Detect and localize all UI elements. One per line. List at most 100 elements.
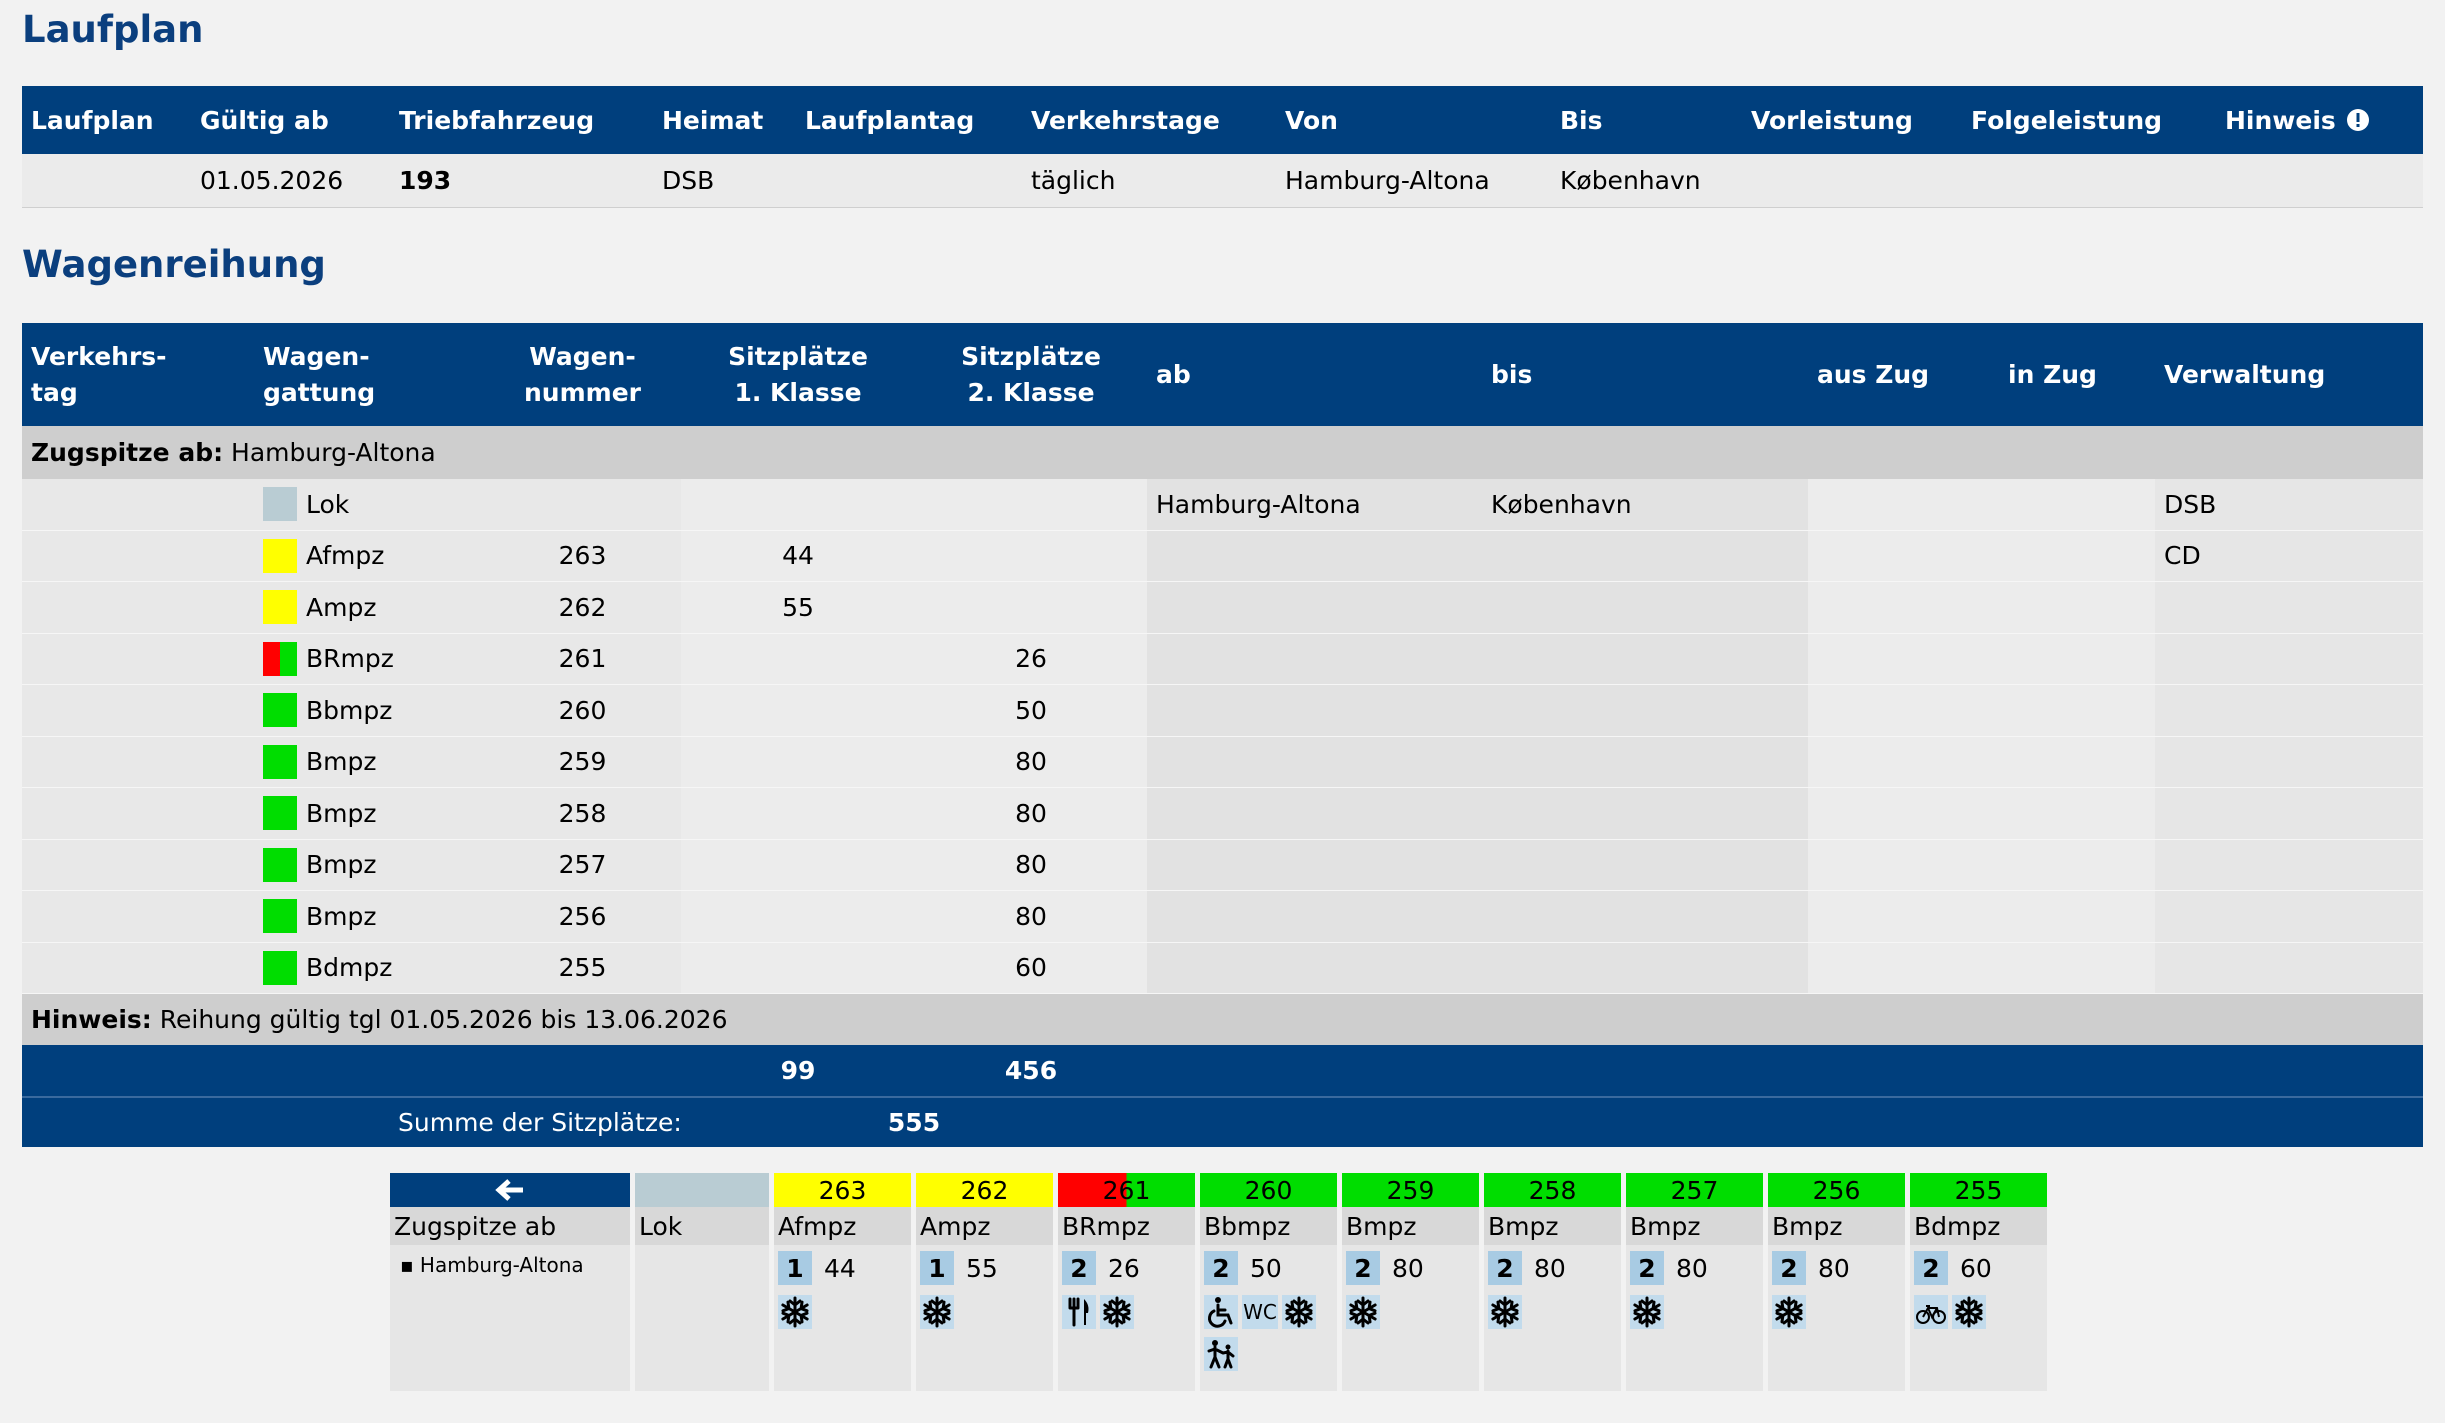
wagon-type: Bmpz bbox=[1768, 1207, 1905, 1245]
color-swatch bbox=[263, 796, 297, 831]
cell bbox=[1999, 479, 2155, 530]
wagon-number: 259 bbox=[1386, 1175, 1435, 1205]
wagon-card: 256 Bmpz 2 80 bbox=[1768, 1173, 1905, 1391]
cell bbox=[22, 154, 191, 207]
wagon-row: Bmpz 258 80 bbox=[22, 788, 2423, 840]
seat-row: 2 80 bbox=[1488, 1251, 1621, 1285]
header-line: gattung bbox=[263, 377, 376, 407]
cell bbox=[1999, 633, 2155, 684]
cell bbox=[1962, 154, 2216, 207]
cell bbox=[1999, 788, 2155, 839]
card-header: 259 bbox=[1342, 1173, 1479, 1207]
card-header: 257 bbox=[1626, 1173, 1763, 1207]
cell bbox=[22, 582, 254, 633]
cell-text: 44 bbox=[782, 541, 814, 571]
wagon-number: 258 bbox=[1528, 1175, 1577, 1205]
cell-text: Afmpz bbox=[306, 541, 385, 571]
fahrrad-icon bbox=[1914, 1295, 1948, 1329]
seats: 80 bbox=[1534, 1253, 1566, 1283]
cell bbox=[1808, 479, 1999, 530]
cell bbox=[22, 839, 254, 890]
color-swatch bbox=[263, 950, 297, 985]
cell-text: 26 bbox=[1015, 644, 1047, 674]
cell-text: Ampz bbox=[306, 592, 377, 622]
cell bbox=[2155, 736, 2423, 787]
cell bbox=[1808, 942, 1999, 993]
cell: 193 bbox=[390, 154, 653, 207]
card-header: 262 bbox=[916, 1173, 1053, 1207]
class-badge: 2 bbox=[1346, 1251, 1380, 1285]
cell bbox=[1482, 942, 1808, 993]
color-swatch bbox=[263, 590, 297, 625]
seats: 80 bbox=[1818, 1253, 1850, 1283]
cell-text: 80 bbox=[1015, 850, 1047, 880]
header-text: Hinweis bbox=[2225, 105, 2336, 135]
wagon-number: 260 bbox=[1244, 1175, 1293, 1205]
kinder-icon bbox=[1204, 1337, 1238, 1371]
cell bbox=[1742, 154, 1962, 207]
cell: 26 bbox=[915, 633, 1147, 684]
wagon-card: 258 Bmpz 2 80 bbox=[1484, 1173, 1621, 1391]
cell bbox=[22, 685, 254, 736]
cell-text: 50 bbox=[1015, 695, 1047, 725]
cell: DSB bbox=[653, 154, 796, 207]
cell bbox=[1808, 530, 1999, 581]
card-header: 261 bbox=[1058, 1173, 1195, 1207]
wagon-row: Afmpz 263 44 CD bbox=[22, 530, 2423, 582]
cell-text: 60 bbox=[1015, 953, 1047, 983]
seats: 80 bbox=[1676, 1253, 1708, 1283]
klima-icon bbox=[1952, 1295, 1986, 1329]
label: Zugspitze ab: bbox=[31, 438, 224, 467]
column-header: aus Zug bbox=[1808, 323, 1999, 426]
wagon-row: BRmpz 261 26 bbox=[22, 633, 2423, 685]
wagon-type: Bdmpz bbox=[1910, 1207, 2047, 1245]
wagon-number: 263 bbox=[818, 1175, 867, 1205]
cell-text: 258 bbox=[558, 798, 607, 828]
cell bbox=[1999, 891, 2155, 942]
label: Hinweis: bbox=[31, 1005, 152, 1034]
wagon-row: Bmpz 259 80 bbox=[22, 736, 2423, 788]
cell: 80 bbox=[915, 839, 1147, 890]
cell bbox=[22, 788, 254, 839]
header-line: Wagen- bbox=[263, 341, 370, 371]
cell-text: Bdmpz bbox=[306, 953, 393, 983]
zugspitze-row: Zugspitze ab: Hamburg-Altona bbox=[22, 426, 2423, 479]
cell-text: Hamburg-Altona bbox=[1156, 489, 1361, 519]
cell: Bmpz bbox=[254, 891, 484, 942]
cell bbox=[1147, 942, 1482, 993]
cell bbox=[1147, 582, 1482, 633]
column-header: Vorleistung bbox=[1742, 86, 1962, 154]
cell: Afmpz bbox=[254, 530, 484, 581]
sum-label: Summe der Sitzplätze: bbox=[398, 1108, 682, 1137]
wagon-number: 255 bbox=[1954, 1175, 2003, 1205]
cell: 262 bbox=[484, 582, 681, 633]
cell: 456 bbox=[915, 1045, 1147, 1096]
cell-text: 255 bbox=[558, 953, 607, 983]
cell-text: 261 bbox=[558, 644, 607, 674]
class-badge: 2 bbox=[1062, 1251, 1096, 1285]
label: Zugspitze ab bbox=[390, 1207, 630, 1245]
card-header: 263 bbox=[774, 1173, 911, 1207]
icon-row bbox=[1772, 1295, 1905, 1329]
cell bbox=[681, 788, 915, 839]
header-text: Laufplantag bbox=[805, 105, 975, 135]
icon-row bbox=[1062, 1295, 1195, 1329]
wagon-row: Ampz 262 55 bbox=[22, 582, 2423, 634]
cell-text: 262 bbox=[558, 592, 607, 622]
klima-icon bbox=[1630, 1295, 1664, 1329]
wagon-card: 255 Bdmpz 2 60 bbox=[1910, 1173, 2047, 1391]
cell bbox=[1999, 530, 2155, 581]
cell: Bbmpz bbox=[254, 685, 484, 736]
wagon-type: Bmpz bbox=[1342, 1207, 1479, 1245]
column-header: Laufplantag bbox=[796, 86, 1022, 154]
cell-text: 257 bbox=[558, 850, 607, 880]
arrow-icon bbox=[495, 1179, 523, 1201]
class-badge: 2 bbox=[1630, 1251, 1664, 1285]
header-text: Triebfahrzeug bbox=[399, 105, 595, 135]
cell: Bmpz bbox=[254, 788, 484, 839]
cell-text: Bmpz bbox=[306, 850, 377, 880]
column-header: Heimat bbox=[653, 86, 796, 154]
wagenreihung-header: Verkehrs-tag Wagen-gattung Wagen-nummer Sit… bbox=[22, 323, 2423, 426]
cell-text: DSB bbox=[2164, 489, 2217, 519]
cell bbox=[22, 633, 254, 684]
